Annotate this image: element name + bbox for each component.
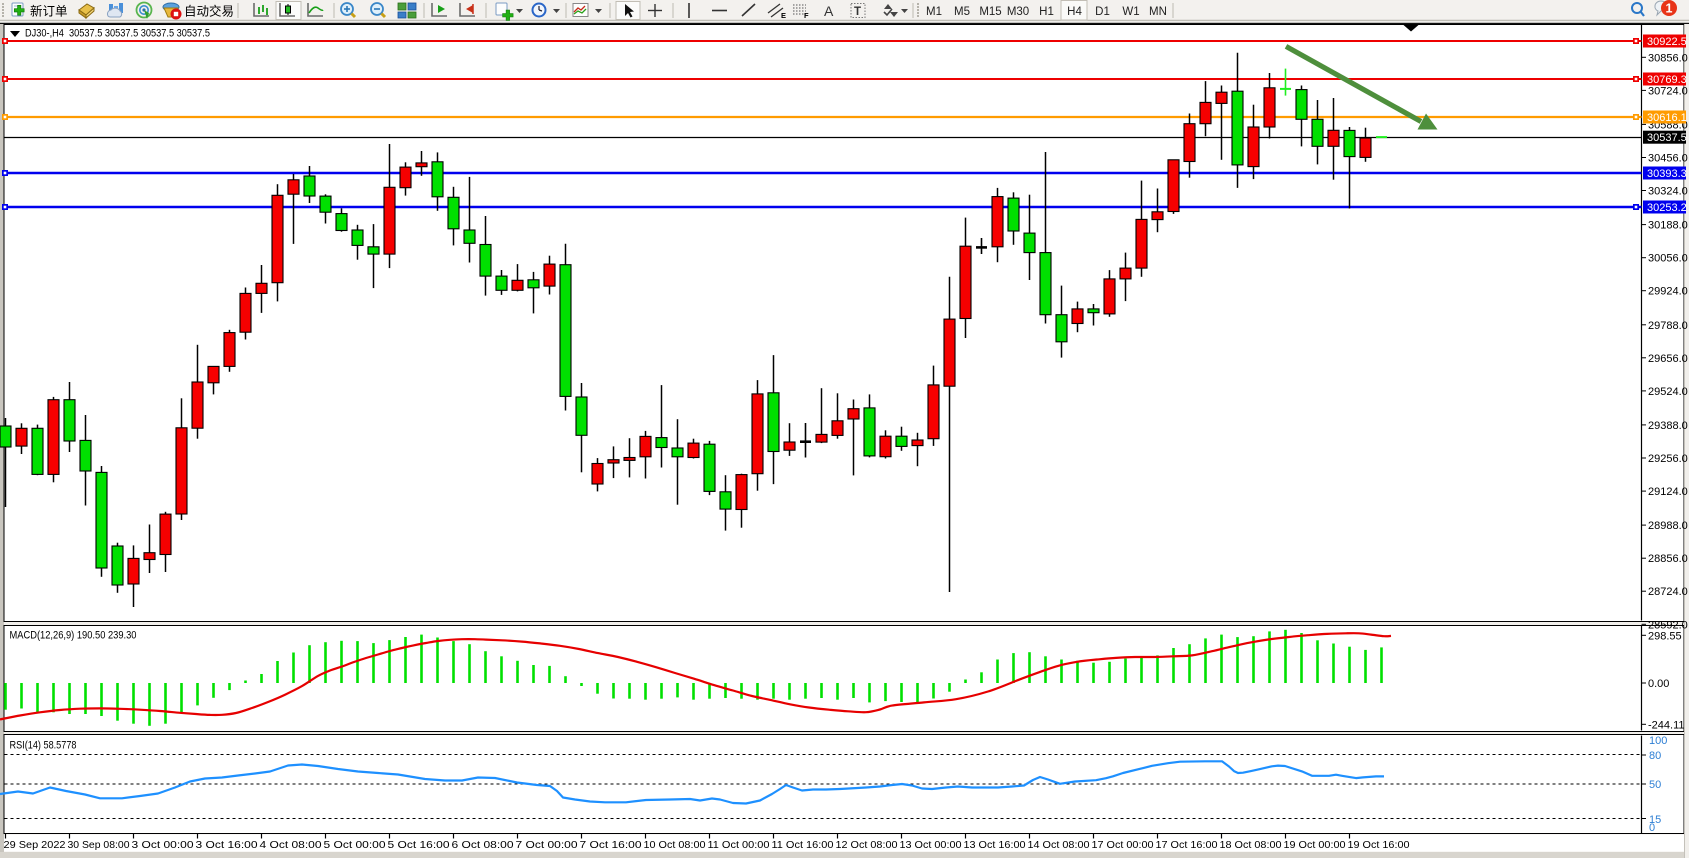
svg-text:50: 50 xyxy=(1649,779,1661,791)
svg-text:30188.0: 30188.0 xyxy=(1648,220,1688,232)
svg-text:13 Oct 16:00: 13 Oct 16:00 xyxy=(964,840,1026,851)
svg-text:11 Oct 00:00: 11 Oct 00:00 xyxy=(708,840,770,851)
svg-text:30922.5: 30922.5 xyxy=(1647,36,1687,48)
svg-text:5 Oct 00:00: 5 Oct 00:00 xyxy=(324,840,386,851)
svg-text:28592.0: 28592.0 xyxy=(1648,619,1688,631)
svg-text:3 Oct 16:00: 3 Oct 16:00 xyxy=(196,840,258,851)
svg-text:新订单: 新订单 xyxy=(30,4,68,19)
svg-text:28724.0: 28724.0 xyxy=(1648,586,1688,598)
svg-text:M1: M1 xyxy=(926,6,942,18)
svg-text:A: A xyxy=(824,3,834,19)
svg-text:30056.0: 30056.0 xyxy=(1648,253,1688,265)
svg-text:17 Oct 16:00: 17 Oct 16:00 xyxy=(1156,840,1218,851)
svg-text:13 Oct 00:00: 13 Oct 00:00 xyxy=(900,840,962,851)
svg-text:12 Oct 08:00: 12 Oct 08:00 xyxy=(836,840,898,851)
svg-text:30537.5: 30537.5 xyxy=(1647,132,1687,144)
svg-text:29656.0: 29656.0 xyxy=(1648,353,1688,365)
svg-text:100: 100 xyxy=(1649,735,1667,747)
svg-text:F: F xyxy=(804,11,809,20)
svg-text:MACD(12,26,9) 190.50 239.30: MACD(12,26,9) 190.50 239.30 xyxy=(10,630,137,642)
svg-text:19 Oct 00:00: 19 Oct 00:00 xyxy=(1284,840,1346,851)
svg-text:17 Oct 00:00: 17 Oct 00:00 xyxy=(1092,840,1154,851)
svg-text:7 Oct 00:00: 7 Oct 00:00 xyxy=(516,840,578,851)
svg-text:E: E xyxy=(781,11,786,20)
svg-text:28988.0: 28988.0 xyxy=(1648,520,1688,532)
svg-text:10 Oct 08:00: 10 Oct 08:00 xyxy=(644,840,706,851)
svg-text:30253.2: 30253.2 xyxy=(1647,202,1687,214)
svg-text:4 Oct 08:00: 4 Oct 08:00 xyxy=(260,840,322,851)
svg-text:29524.0: 29524.0 xyxy=(1648,386,1688,398)
svg-text:29256.0: 29256.0 xyxy=(1648,453,1688,465)
svg-text:29388.0: 29388.0 xyxy=(1648,420,1688,432)
svg-text:D1: D1 xyxy=(1095,6,1110,18)
svg-text:5 Oct 16:00: 5 Oct 16:00 xyxy=(388,840,450,851)
svg-text:30724.0: 30724.0 xyxy=(1648,85,1688,97)
svg-text:29788.0: 29788.0 xyxy=(1648,320,1688,332)
svg-text:15: 15 xyxy=(1649,814,1661,826)
svg-text:29124.0: 29124.0 xyxy=(1648,486,1688,498)
svg-text:7 Oct 16:00: 7 Oct 16:00 xyxy=(580,840,642,851)
svg-text:30856.0: 30856.0 xyxy=(1648,52,1688,64)
svg-text:30324.0: 30324.0 xyxy=(1648,186,1688,198)
svg-text:自动交易: 自动交易 xyxy=(184,4,234,19)
svg-text:M30: M30 xyxy=(1007,6,1029,18)
svg-text:M5: M5 xyxy=(954,6,970,18)
svg-text:H1: H1 xyxy=(1039,6,1054,18)
svg-text:298.55: 298.55 xyxy=(1648,630,1682,642)
svg-text:30456.0: 30456.0 xyxy=(1648,153,1688,165)
svg-text:W1: W1 xyxy=(1122,6,1139,18)
svg-text:30769.3: 30769.3 xyxy=(1647,74,1687,86)
svg-text:0: 0 xyxy=(1649,822,1655,834)
svg-text:H4: H4 xyxy=(1067,6,1082,18)
svg-text:29 Sep 2022: 29 Sep 2022 xyxy=(4,840,66,851)
svg-text:19 Oct 16:00: 19 Oct 16:00 xyxy=(1348,840,1410,851)
svg-text:30616.1: 30616.1 xyxy=(1647,112,1687,124)
svg-text:30393.3: 30393.3 xyxy=(1647,168,1687,180)
svg-text:28856.0: 28856.0 xyxy=(1648,553,1688,565)
svg-text:3 Oct 00:00: 3 Oct 00:00 xyxy=(132,840,194,851)
svg-text:T: T xyxy=(854,6,861,18)
svg-text:M15: M15 xyxy=(979,6,1001,18)
svg-text:0.00: 0.00 xyxy=(1648,678,1669,690)
svg-text:11 Oct 16:00: 11 Oct 16:00 xyxy=(772,840,834,851)
svg-text:DJ30-,H4 30537.5 30537.5 3053: DJ30-,H4 30537.5 30537.5 30537.5 30537.5 xyxy=(25,28,210,40)
svg-text:18 Oct 08:00: 18 Oct 08:00 xyxy=(1220,840,1282,851)
svg-text:-244.11: -244.11 xyxy=(1648,719,1685,731)
svg-text:RSI(14) 58.5778: RSI(14) 58.5778 xyxy=(10,740,77,752)
svg-text:29924.0: 29924.0 xyxy=(1648,286,1688,298)
svg-text:1: 1 xyxy=(1666,2,1673,16)
svg-text:80: 80 xyxy=(1649,750,1661,762)
svg-text:30 Sep 08:00: 30 Sep 08:00 xyxy=(68,840,130,851)
svg-text:MN: MN xyxy=(1149,6,1167,18)
svg-text:14 Oct 08:00: 14 Oct 08:00 xyxy=(1028,840,1090,851)
svg-text:6 Oct 08:00: 6 Oct 08:00 xyxy=(452,840,514,851)
